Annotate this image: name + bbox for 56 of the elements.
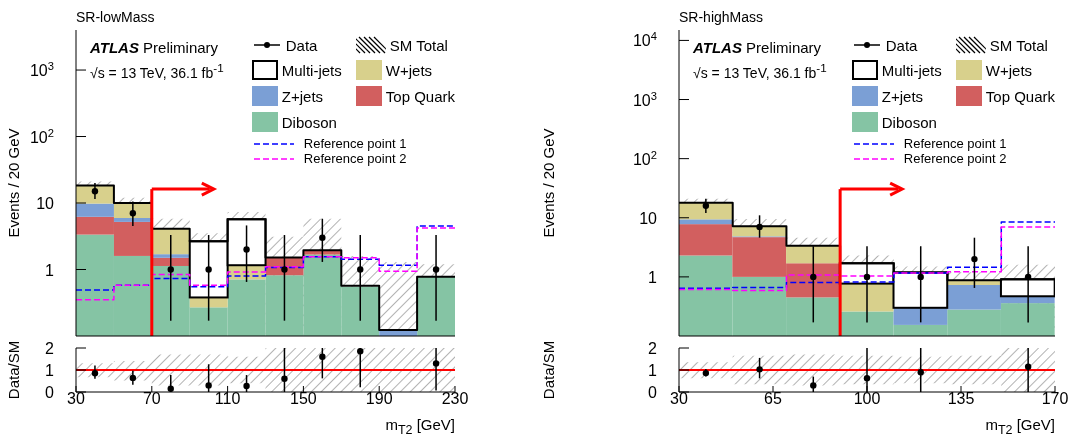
legend-label: Diboson xyxy=(281,113,337,131)
y-tick-label: 10$^{3}$ xyxy=(29,60,54,80)
x-axis-title: m$_{T2}$ [GeV] xyxy=(384,416,456,436)
annotation: √s = 13 TeV, 36.1 fb$^{-1}$ xyxy=(90,60,224,83)
y-tick-label: 10 xyxy=(36,195,55,213)
x-tick-label: 110 xyxy=(214,390,241,407)
x-tick-label: 70 xyxy=(142,390,161,407)
annotation: ATLAS Preliminary xyxy=(90,38,220,58)
legend-label: SM Total xyxy=(389,36,448,54)
y-tick-label: 1 xyxy=(648,268,658,286)
y-tick-label: 1 xyxy=(45,362,55,379)
y-tick-label: 10$^{2}$ xyxy=(632,148,657,168)
x-tick-label: 100 xyxy=(853,390,881,407)
y-tick-label: 10$^{4}$ xyxy=(632,30,657,50)
x-tick-label: 230 xyxy=(441,390,469,407)
legend-label: Top Quark xyxy=(985,87,1055,105)
y-axis-title: Events / 20 GeV xyxy=(540,128,558,238)
annotation: √s = 13 TeV, 36.1 fb$^{-1}$ xyxy=(693,60,827,83)
legend-label: Diboson xyxy=(881,113,937,131)
y-tick-label: 0 xyxy=(648,384,658,401)
x-tick-label: 65 xyxy=(764,390,782,407)
legend-label: Top Quark xyxy=(385,87,455,105)
y-tick-label: 2 xyxy=(648,340,658,357)
y-tick-label: 10$^{2}$ xyxy=(29,126,54,146)
legend-label: Z+jets xyxy=(281,87,324,105)
y-tick-label: 0 xyxy=(45,384,55,401)
annotation: ATLAS Preliminary xyxy=(693,38,823,58)
legend-label: Multi-jets xyxy=(881,61,942,79)
y-axis-title: Events / 20 GeV xyxy=(5,128,23,238)
x-tick-label: 30 xyxy=(670,390,688,407)
y-axis-title: Data/SM xyxy=(540,340,558,400)
y-tick-label: 1 xyxy=(45,261,55,279)
legend-label: Data xyxy=(285,36,318,54)
chart-title: SR-highMass xyxy=(678,8,765,26)
y-axis-title: Data/SM xyxy=(5,340,23,400)
legend-label: W+jets xyxy=(385,61,433,79)
x-tick-label: 190 xyxy=(365,390,393,407)
x-axis-title: m$_{T2}$ [GeV] xyxy=(984,416,1056,436)
legend-label: Multi-jets xyxy=(281,61,342,79)
legend-label: SM Total xyxy=(989,36,1048,54)
y-tick-label: 1 xyxy=(648,362,658,379)
legend-label: Reference point 1 xyxy=(903,136,1007,151)
legend-label: Data xyxy=(885,36,918,54)
chart-title: SR-lowMass xyxy=(75,8,156,26)
y-tick-label: 10 xyxy=(639,209,658,227)
legend-label: Reference point 1 xyxy=(303,136,407,151)
x-tick-label: 150 xyxy=(290,390,317,407)
legend-label: Reference point 2 xyxy=(903,151,1007,166)
legend-label: Reference point 2 xyxy=(303,151,407,166)
legend-label: Z+jets xyxy=(881,87,924,105)
x-tick-label: 170 xyxy=(1041,390,1069,407)
legend-label: W+jets xyxy=(985,61,1033,79)
x-tick-label: 135 xyxy=(947,390,975,407)
x-tick-label: 30 xyxy=(67,390,85,407)
y-tick-label: 10$^{3}$ xyxy=(632,89,657,109)
y-tick-label: 2 xyxy=(45,340,55,357)
